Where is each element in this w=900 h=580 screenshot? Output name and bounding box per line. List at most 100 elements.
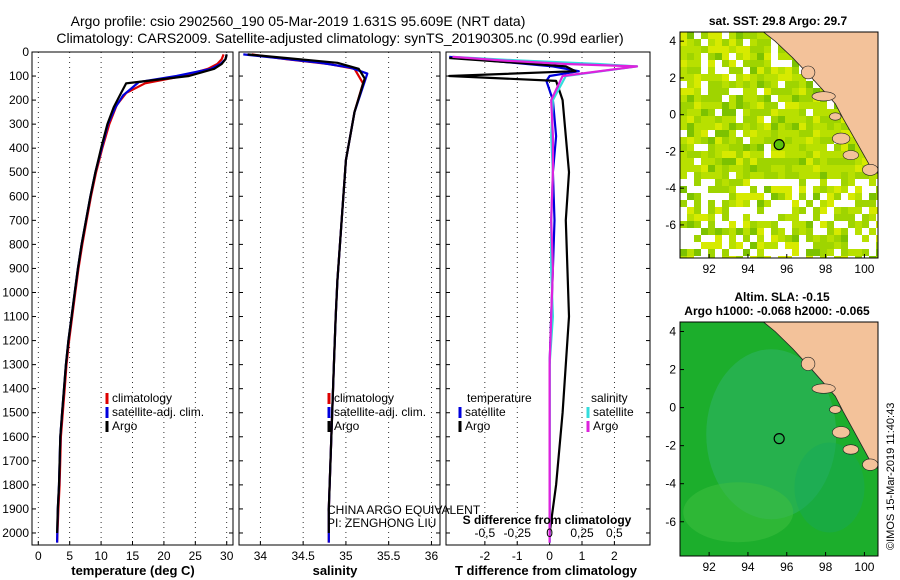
sst_map-cell	[778, 116, 785, 123]
sst_map-cell	[729, 221, 736, 228]
sst_map-cell	[869, 193, 876, 200]
sst_map-cell	[750, 193, 757, 200]
salinity-series-satellite-adj-clim-	[243, 53, 369, 543]
sla_map-island	[832, 426, 851, 439]
sst_map-cell	[757, 81, 764, 88]
sst_map-cell	[736, 130, 743, 137]
sst_map-cell	[701, 60, 708, 67]
sst_map-cell	[722, 67, 729, 74]
sst_map-cell	[771, 130, 778, 137]
sst_map-cell	[736, 88, 743, 95]
sst_map-cell	[855, 214, 862, 221]
sst_map-cell	[771, 88, 778, 95]
sst_map-cell	[708, 200, 715, 207]
sst_map-ytick-label: 0	[669, 108, 676, 122]
sst_map-cell	[771, 116, 778, 123]
sla_map-content	[680, 322, 878, 556]
sst_map-cell	[834, 158, 841, 165]
sla_map-ytick-label: -2	[665, 439, 676, 453]
sst_map-cell	[785, 172, 792, 179]
depth-tick-label: 0	[22, 45, 29, 59]
sst_map-cell	[722, 95, 729, 102]
sst_map-cell	[687, 123, 694, 130]
temperature-xtick-label: 25	[189, 549, 203, 563]
sst_map-cell	[687, 53, 694, 60]
sst_map-cell	[687, 228, 694, 235]
sst_map-cell	[687, 200, 694, 207]
sla_map-island	[829, 405, 842, 414]
sst_map-cell	[764, 179, 771, 186]
sst_map-cell	[687, 221, 694, 228]
sst_map-cell	[750, 214, 757, 221]
sst_map-cell	[862, 242, 869, 249]
sst_map-cell	[736, 137, 743, 144]
salinity-legend-climatology-label: climatology	[334, 391, 394, 405]
sst_map-cell	[827, 193, 834, 200]
sst_map-cell	[722, 235, 729, 242]
sst_map-cell	[785, 221, 792, 228]
sst_map-cell	[722, 46, 729, 53]
sst_map-cell	[771, 158, 778, 165]
sst_map-cell	[722, 158, 729, 165]
sst_map-content	[680, 32, 878, 258]
sst_map-cell	[757, 228, 764, 235]
sst_map-cell	[785, 235, 792, 242]
sst_map-cell	[750, 67, 757, 74]
sst_map-cell	[743, 207, 750, 214]
sst_map-cell	[722, 102, 729, 109]
sst_map-cell	[750, 235, 757, 242]
sst_map-cell	[729, 109, 736, 116]
difference-xtick-label: -2	[480, 549, 491, 563]
sst_map-cell	[834, 249, 841, 256]
sst_map-cell	[722, 109, 729, 116]
sst_map-cell	[729, 158, 736, 165]
sst_map-cell	[743, 165, 750, 172]
difference-top-tick-label: 0	[546, 526, 553, 540]
sst_map-cell	[715, 60, 722, 67]
sst_map-cell	[764, 144, 771, 151]
salinity-frame	[238, 51, 441, 546]
sst_map-cell	[757, 109, 764, 116]
sst_map-cell	[680, 39, 687, 46]
sst_map-cell	[764, 88, 771, 95]
sst_map-cell	[736, 221, 743, 228]
depth-tick-label: 700	[9, 213, 29, 227]
sla_map-ytick-label: -6	[665, 515, 676, 529]
sst_map-cell	[785, 193, 792, 200]
sst_map-cell	[687, 207, 694, 214]
sst_map-cell	[848, 186, 855, 193]
sst_map-cell	[722, 172, 729, 179]
sst_map-cell	[701, 193, 708, 200]
temperature-xtick-label: 30	[220, 549, 234, 563]
sst_map-cell	[750, 130, 757, 137]
salinity-xlabel: salinity	[313, 563, 359, 578]
sst_map-cell	[694, 200, 701, 207]
sst_map-cell	[834, 193, 841, 200]
depth-tick-label: 1600	[2, 430, 29, 444]
sst_map-cell	[771, 249, 778, 256]
sst_map-cell	[694, 144, 701, 151]
sst_map-cell	[694, 256, 701, 258]
salinity-series-climatology	[251, 53, 365, 543]
difference-xtick-label: 0	[546, 549, 553, 563]
sst_map-cell	[792, 95, 799, 102]
sst_map-cell	[708, 193, 715, 200]
sst_map-cell	[715, 109, 722, 116]
sst_map-cell	[736, 186, 743, 193]
sst_map-cell	[715, 186, 722, 193]
sst_map-xtick-label: 100	[854, 262, 874, 276]
sst_map-cell	[841, 235, 848, 242]
sst_map-cell	[743, 32, 750, 39]
sst_map-cell	[715, 214, 722, 221]
difference-xtick-label: 1	[579, 549, 586, 563]
sst_map-cell	[771, 235, 778, 242]
depth-tick-label: 900	[9, 261, 29, 275]
sst_map-cell	[701, 235, 708, 242]
sst_map-cell	[771, 256, 778, 258]
sst_map-cell	[855, 165, 862, 172]
sst_map-cell	[813, 214, 820, 221]
sla_map-float-marker	[773, 433, 785, 445]
difference-xtick-label: -1	[512, 549, 523, 563]
sst_map-cell	[750, 179, 757, 186]
sst_map-cell	[750, 109, 757, 116]
